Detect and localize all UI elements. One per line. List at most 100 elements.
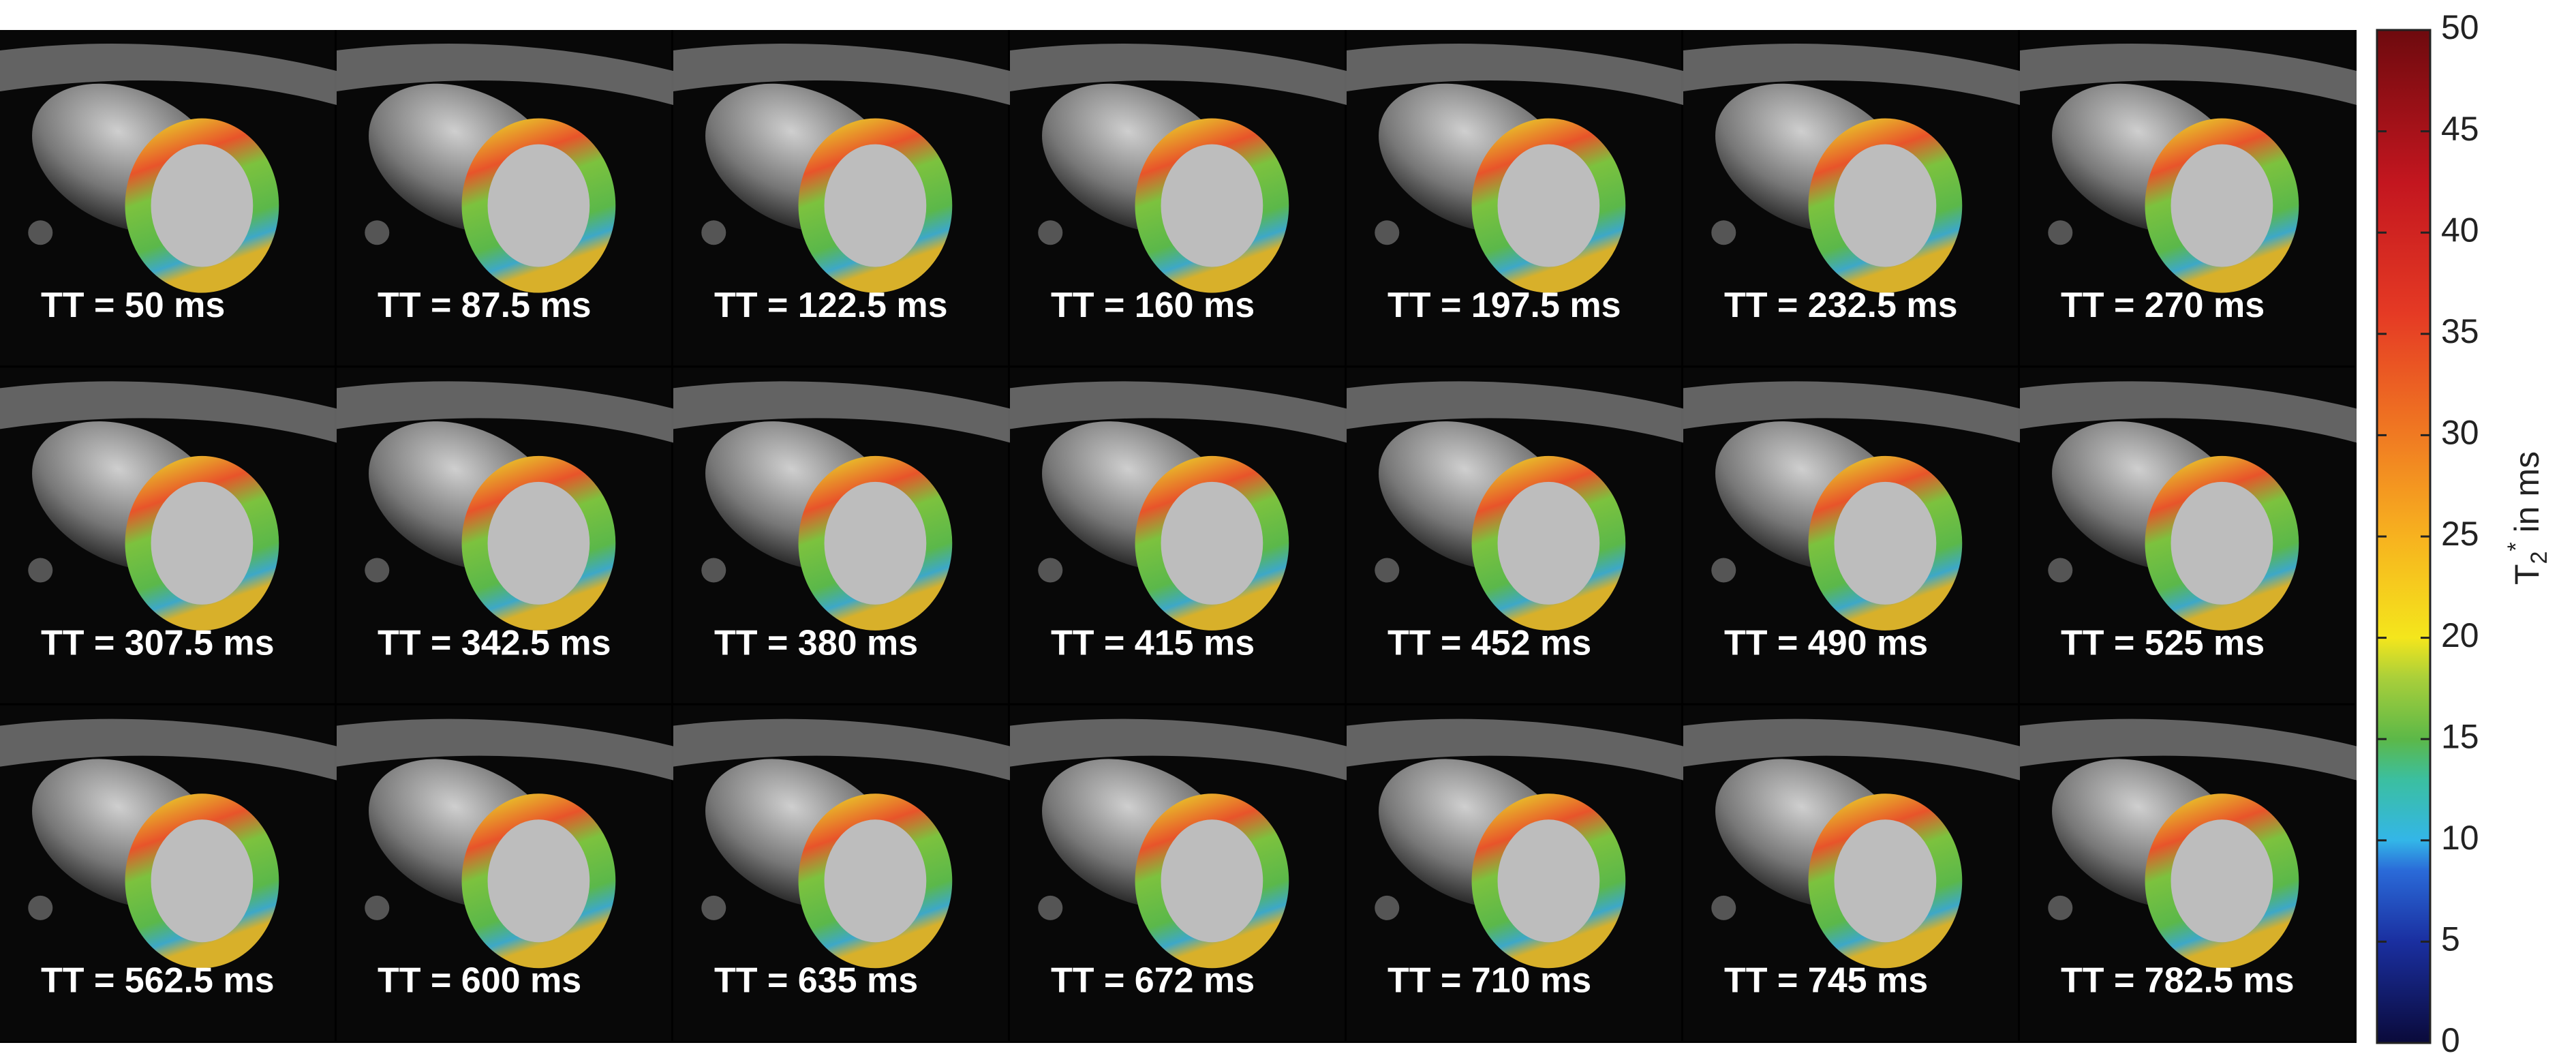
panel-label: TT = 782.5 ms	[2061, 961, 2295, 1001]
panel-label: TT = 122.5 ms	[714, 286, 948, 325]
label-sup: *	[2503, 542, 2529, 551]
vessel	[1375, 220, 1400, 245]
myocardium-map	[461, 118, 616, 293]
vessel	[2048, 558, 2073, 583]
tick-label: 30	[2441, 414, 2479, 452]
vessel	[28, 895, 53, 920]
chest-wall	[1347, 381, 1683, 443]
panel-label: TT = 232.5 ms	[1724, 286, 1958, 325]
panel: TT = 490 ms	[1683, 367, 2020, 703]
panel: TT = 600 ms	[337, 705, 673, 1041]
vessel	[2048, 895, 2073, 920]
blood-pool	[138, 131, 266, 280]
blood-pool	[1821, 806, 1950, 956]
myocardium-map	[1808, 455, 1963, 631]
chest-wall	[673, 381, 1010, 443]
label-sub: 2	[2526, 551, 2552, 564]
vessel	[1711, 895, 1736, 920]
panel: TT = 307.5 ms	[0, 367, 337, 703]
label-main: T	[2508, 564, 2546, 585]
myocardium-map	[798, 118, 953, 293]
panel-label: TT = 307.5 ms	[41, 623, 275, 663]
panel: TT = 635 ms	[673, 705, 1010, 1041]
chest-wall	[1347, 44, 1683, 105]
blood-pool	[474, 806, 603, 956]
vessel	[1038, 895, 1063, 920]
myocardium-map	[1471, 793, 1626, 969]
panel: TT = 415 ms	[1010, 367, 1347, 703]
vessel	[365, 558, 390, 583]
blood-pool	[474, 468, 603, 618]
chest-wall	[1010, 381, 1347, 443]
chest-wall	[0, 381, 337, 443]
tick-label: 15	[2441, 717, 2479, 755]
blood-pool	[2158, 468, 2286, 618]
panel-label: TT = 525 ms	[2061, 623, 2265, 663]
vessel	[1711, 558, 1736, 583]
colorbar-label: T2* in ms	[2503, 451, 2552, 585]
colorbar-ticks: 0 5 10 15 20 25 30 35 40 45 50	[2377, 8, 2479, 1059]
vessel	[28, 558, 53, 583]
myocardium-map	[798, 455, 953, 631]
blood-pool	[138, 806, 266, 956]
tick-label: 35	[2441, 312, 2479, 350]
panel: TT = 562.5 ms	[0, 705, 337, 1041]
panel: TT = 50 ms	[0, 30, 337, 366]
chest-wall	[1010, 718, 1347, 781]
blood-pool	[811, 468, 940, 618]
blood-pool	[1821, 468, 1950, 618]
myocardium-map	[461, 455, 616, 631]
panel: TT = 232.5 ms	[1683, 30, 2020, 366]
panel: TT = 380 ms	[673, 367, 1010, 703]
panel-grid: TT = 50 ms TT = 87.5 ms TT = 122.5 ms TT = …	[0, 30, 2357, 1041]
tick-label: 0	[2441, 1021, 2460, 1059]
vessel	[701, 895, 726, 920]
myocardium-map	[1135, 793, 1289, 969]
blood-pool	[811, 131, 940, 280]
chest-wall	[2020, 44, 2357, 105]
panel: TT = 525 ms	[2020, 367, 2357, 703]
chest-wall	[1683, 381, 2020, 443]
tick-label: 40	[2441, 211, 2479, 249]
panel-label: TT = 745 ms	[1724, 961, 1928, 1001]
vessel	[1375, 558, 1400, 583]
panel: TT = 270 ms	[2020, 30, 2357, 366]
panel: TT = 452 ms	[1347, 367, 1683, 703]
blood-pool	[1484, 131, 1613, 280]
panel-label: TT = 415 ms	[1051, 623, 1255, 663]
vessel	[1375, 895, 1400, 920]
panel-label: TT = 197.5 ms	[1387, 286, 1621, 325]
blood-pool	[474, 131, 603, 280]
blood-pool	[1148, 806, 1276, 956]
panel: TT = 160 ms	[1010, 30, 1347, 366]
chest-wall	[2020, 381, 2357, 443]
myocardium-map	[125, 118, 279, 293]
myocardium-map	[1471, 118, 1626, 293]
panel-label: TT = 160 ms	[1051, 286, 1255, 325]
panel-label: TT = 490 ms	[1724, 623, 1928, 663]
blood-pool	[2158, 131, 2286, 280]
panel-label: TT = 452 ms	[1387, 623, 1591, 663]
chest-wall	[337, 718, 673, 781]
myocardium-map	[2145, 455, 2299, 631]
myocardium-map	[1471, 455, 1626, 631]
chest-wall	[1347, 718, 1683, 781]
panel-label: TT = 380 ms	[714, 623, 918, 663]
tick-label: 25	[2441, 515, 2479, 553]
panel: TT = 197.5 ms	[1347, 30, 1683, 366]
chest-wall	[0, 44, 337, 105]
panel: TT = 342.5 ms	[337, 367, 673, 703]
vessel	[28, 220, 53, 245]
panel-label: TT = 710 ms	[1387, 961, 1591, 1001]
myocardium-map	[1808, 118, 1963, 293]
myocardium-map	[2145, 118, 2299, 293]
chest-wall	[1683, 44, 2020, 105]
chest-wall	[1010, 44, 1347, 105]
vessel	[1711, 220, 1736, 245]
tick-label: 10	[2441, 819, 2479, 857]
myocardium-map	[125, 793, 279, 969]
myocardium-map	[461, 793, 616, 969]
tick-label: 20	[2441, 616, 2479, 654]
panel-label: TT = 562.5 ms	[41, 961, 275, 1001]
